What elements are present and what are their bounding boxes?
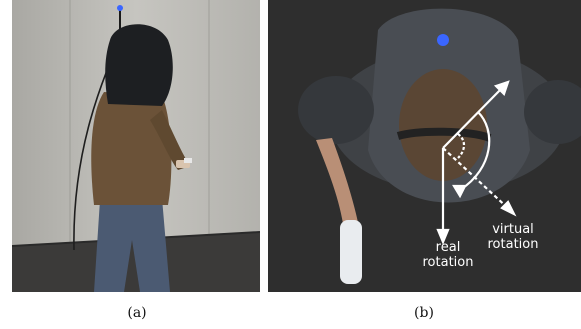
virtual-rotation-arrowhead [500,200,517,217]
sweater [91,92,172,205]
rotation-arrows [436,80,517,245]
head [399,69,487,181]
photo-side-view [12,0,260,292]
real-label-line1: real [435,240,461,255]
arm [150,110,190,170]
forward-arrow [442,85,505,149]
tracking-led [117,5,123,11]
real-rotation-label: real rotation [418,240,478,270]
arm [316,138,360,232]
virtual-label-line2: rotation [487,237,539,252]
real-label-line2: rotation [422,255,474,270]
caption-b: (b) [414,305,434,321]
rotation-arc-arrowhead [452,184,467,199]
right-shoulder [524,80,581,144]
side-view-illustration [12,0,260,292]
tracking-led [437,34,449,46]
top-view-illustration [268,0,581,292]
photo-top-view [268,0,581,292]
angle-arc [457,133,466,159]
hood [105,24,173,106]
left-shoulder [298,76,374,144]
remote-control [184,158,192,163]
jeans [94,198,170,292]
hand-with-remote [340,220,362,284]
real-rotation-arrowhead [436,228,450,245]
virtual-label-line1: virtual [492,222,534,237]
virtual-rotation-arrow [442,147,511,211]
caption-a: (a) [127,305,147,321]
head-strap [396,127,492,142]
virtual-rotation-label: virtual rotation [478,222,548,252]
forward-arrowhead [493,80,510,97]
rotation-arc [459,111,491,191]
